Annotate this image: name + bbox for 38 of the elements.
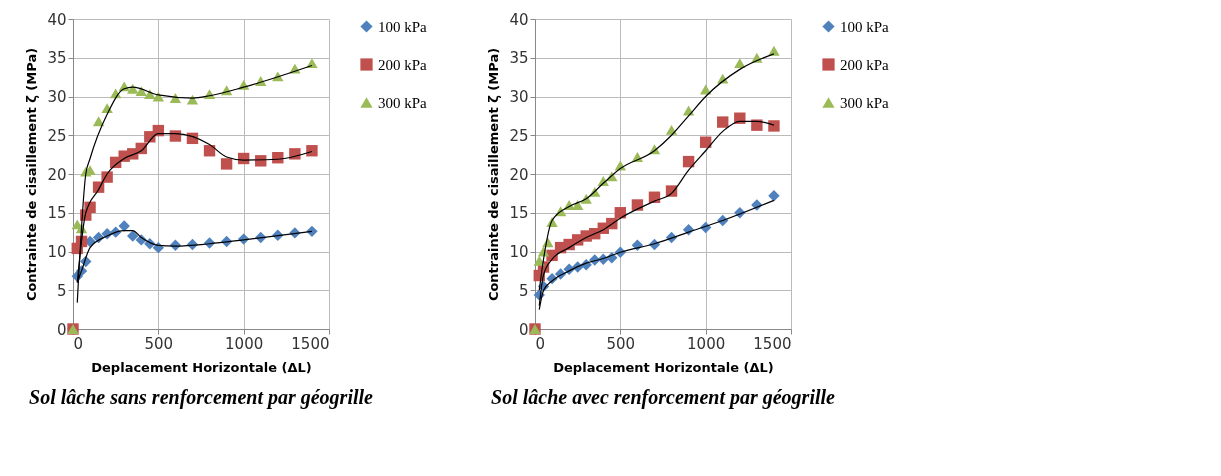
- y-tick-label: 15: [509, 204, 529, 223]
- y-tick-label: 0: [56, 320, 67, 339]
- x-tick-label: 500: [144, 334, 174, 353]
- y-tick-label: 25: [47, 126, 67, 145]
- y-tick-label: 35: [509, 49, 529, 68]
- y-tick-label: 40: [47, 10, 67, 29]
- text: Sol lâche sans renforcement par géogrille: [29, 386, 374, 409]
- text: Sol lâche avec renforcement par géogrille: [491, 386, 836, 409]
- y-tick-label: 20: [509, 165, 529, 184]
- x-tick-label: 500: [606, 334, 636, 353]
- legend-label: 100 kPa: [840, 18, 890, 35]
- y-tick-label: 40: [509, 10, 529, 29]
- y-tick-label: 35: [47, 49, 67, 68]
- y-tick-label: 20: [47, 165, 67, 184]
- y-axis-title: Contrainte de cisaillement ζ (MPa): [24, 47, 40, 302]
- x-tick-label: 0: [73, 334, 84, 353]
- y-tick-label: 30: [509, 88, 529, 106]
- y-tick-label: 25: [509, 126, 529, 145]
- x-tick-label: 1500: [291, 334, 330, 353]
- legend-label: 300 kPa: [378, 94, 428, 111]
- y-tick-label: 15: [47, 204, 67, 223]
- y-tick-label: 10: [509, 243, 529, 261]
- x-tick-label: 0: [535, 334, 546, 353]
- x-tick-label: 1500: [753, 334, 792, 353]
- y-tick-label: 5: [518, 281, 529, 300]
- y-tick-label: 10: [47, 243, 67, 261]
- y-tick-label: 30: [47, 88, 67, 106]
- y-axis-title: Contrainte de cisaillement ζ (MPa): [486, 47, 502, 302]
- legend-label: 200 kPa: [840, 56, 890, 73]
- legend-label: 200 kPa: [378, 56, 428, 73]
- x-axis-title: Deplacement Horizontale (ΔL): [91, 359, 312, 375]
- y-tick-label: 0: [518, 320, 529, 339]
- y-tick-label: 5: [56, 281, 67, 300]
- legend-label: 100 kPa: [378, 18, 428, 35]
- x-tick-label: 1000: [225, 334, 264, 353]
- x-tick-label: 1000: [687, 334, 726, 353]
- x-axis-title: Deplacement Horizontale (ΔL): [553, 359, 774, 375]
- legend-label: 300 kPa: [840, 94, 890, 111]
